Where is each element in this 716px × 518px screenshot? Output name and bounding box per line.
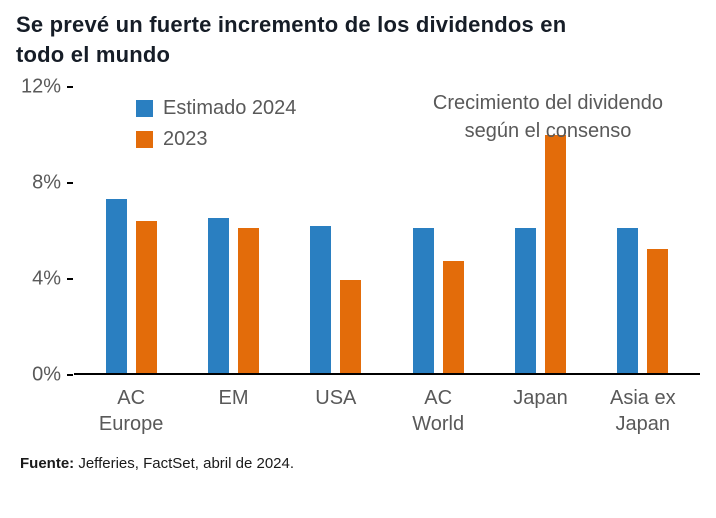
bar-estimado-2024-ac-world: [412, 228, 434, 374]
source-note: Fuente: Jefferies, FactSet, abril de 202…: [16, 455, 700, 472]
x-axis-label-ac-europe: AC Europe: [98, 387, 164, 436]
page-title-line2: todo el mundo: [16, 41, 171, 67]
bar-group-ac-europe: [80, 87, 182, 374]
bar-2023-em: [237, 228, 259, 374]
legend-swatch-2023: [136, 131, 153, 149]
chart-area: 0% 4% 8% 12% Estimado 2024 2023 Crecimiento…: [16, 76, 700, 386]
source-label: Fuente:: [20, 455, 75, 473]
bar-group-asia-ex-japan: [592, 87, 694, 374]
y-tick-label: 4%: [32, 267, 61, 290]
x-axis-label-asia-ex-japan: Asia ex Japan: [610, 387, 676, 436]
page: Se prevé un fuerte incremento de los div…: [16, 10, 700, 472]
bar-2023-japan: [544, 135, 566, 374]
y-tick-mark: [67, 86, 73, 89]
chart-annotation-line1: Crecimiento del dividendo: [432, 92, 664, 115]
x-axis-label-japan: Japan: [513, 387, 568, 410]
plot-area: Estimado 2024 2023 Crecimiento del divid…: [74, 87, 700, 376]
page-title: Se prevé un fuerte incremento de los div…: [16, 10, 700, 69]
bar-group-em: [182, 87, 284, 374]
legend-label-2023: 2023: [163, 128, 208, 151]
bar-estimado-2024-em: [207, 218, 229, 374]
bar-estimado-2024-usa: [310, 225, 332, 374]
bar-estimado-2024-asia-ex-japan: [617, 228, 639, 374]
bar-2023-usa: [340, 280, 362, 374]
y-tick-label: 12%: [20, 75, 61, 98]
bar-group-japan: [489, 87, 591, 374]
chart-annotation-line2: según el consenso: [464, 120, 632, 143]
bar-estimado-2024-ac-europe: [105, 199, 127, 374]
y-tick-label: 8%: [32, 171, 61, 194]
dividend-growth-chart: 0% 4% 8% 12% Estimado 2024 2023 Crecimiento…: [16, 76, 700, 437]
legend-swatch-estimado-2024: [136, 100, 153, 118]
bar-2023-asia-ex-japan: [647, 249, 669, 374]
legend-item-estimado-2024: Estimado 2024: [136, 97, 296, 120]
page-title-line1: Se prevé un fuerte incremento de los div…: [16, 12, 567, 37]
x-axis-label-ac-world: AC World: [412, 387, 465, 436]
y-tick-label: 0%: [32, 363, 61, 386]
legend-label-estimado-2024: Estimado 2024: [163, 97, 297, 120]
bar-2023-ac-europe: [135, 220, 157, 374]
y-axis: 0% 4% 8% 12%: [16, 76, 74, 386]
bar-group-ac-world: [387, 87, 489, 374]
x-axis-label-usa: USA: [315, 387, 357, 410]
legend-item-2023: 2023: [136, 128, 296, 151]
y-tick-mark: [67, 278, 73, 281]
bar-group-usa: [285, 87, 387, 374]
source-text: Jefferies, FactSet, abril de 2024.: [74, 455, 295, 473]
y-tick-mark: [67, 374, 73, 377]
x-axis-label-em: EM: [218, 387, 249, 410]
legend: Estimado 2024 2023: [136, 97, 296, 151]
chart-annotation: Crecimiento del dividendo según el conse…: [398, 89, 698, 145]
y-tick-mark: [67, 182, 73, 185]
bar-estimado-2024-japan: [514, 228, 536, 374]
x-axis-labels: AC Europe EM USA AC World Japan Asia ex Japan: [74, 385, 700, 437]
bar-2023-ac-world: [442, 261, 464, 374]
